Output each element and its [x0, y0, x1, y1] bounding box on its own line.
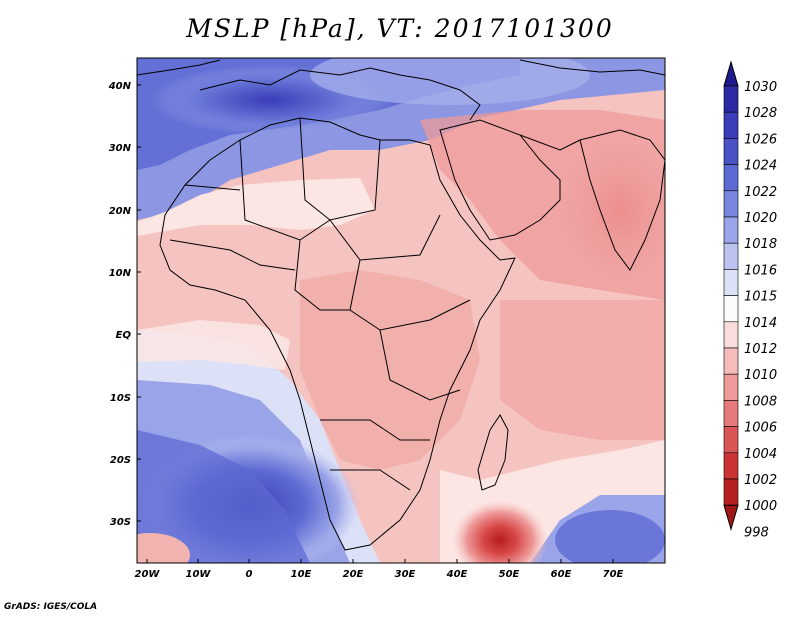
- colorbar-swatch: [723, 321, 739, 349]
- colorbar-label: 1006: [744, 421, 777, 436]
- colorbar-swatch: [723, 426, 739, 454]
- lat-label: 40N: [108, 81, 132, 92]
- colorbar-label: 998: [744, 525, 769, 540]
- colorbar-label: 1022: [744, 185, 777, 200]
- colorbar-label: 1004: [744, 447, 777, 462]
- lat-label: 10N: [109, 268, 132, 279]
- colorbar-bottom-arrow: [723, 504, 739, 531]
- colorbar-label: 1010: [744, 368, 777, 383]
- colorbar-swatch: [723, 452, 739, 480]
- colorbar: 1030 1028 1026 1024 1022 1020 1018 1016 1015 1014…: [723, 60, 777, 540]
- lon-label: 60E: [551, 569, 572, 580]
- colorbar-label: 1008: [744, 394, 777, 409]
- lat-label: 20S: [110, 455, 131, 466]
- lat-label: 10S: [110, 393, 131, 404]
- lon-label: 20W: [135, 569, 161, 580]
- map-frame: [136, 57, 666, 564]
- colorbar-label: 1000: [744, 499, 777, 514]
- colorbar-label: 1002: [744, 473, 777, 488]
- colorbar-label: 1026: [744, 132, 777, 147]
- colorbar-swatch: [723, 138, 739, 165]
- lat-label: 30N: [109, 143, 132, 154]
- colorbar-label: 1015: [744, 290, 777, 305]
- colorbar-swatch: [723, 164, 739, 192]
- colorbar-label: 1014: [744, 316, 777, 331]
- lon-label: 0: [246, 569, 253, 580]
- colorbar-swatch: [723, 242, 739, 270]
- colorbar-swatch: [723, 85, 739, 113]
- colorbar-swatch: [723, 373, 739, 401]
- grads-credit: GrADS: IGES/COLA: [4, 602, 98, 612]
- colorbar-swatch: [723, 216, 739, 244]
- map-title: MSLP [hPa], VT: 2017101300: [186, 14, 614, 43]
- colorbar-label: 1030: [744, 80, 777, 95]
- lon-label: 50E: [499, 569, 520, 580]
- colorbar-swatch: [723, 295, 739, 323]
- colorbar-label: 1012: [744, 342, 777, 357]
- colorbar-label: 1016: [744, 263, 777, 278]
- colorbar-swatch: [723, 400, 739, 427]
- colorbar-label: 1024: [744, 159, 777, 174]
- lat-label: EQ: [116, 330, 132, 341]
- colorbar-swatch: [723, 111, 739, 139]
- colorbar-label: 1028: [744, 106, 777, 121]
- lon-label: 70E: [603, 569, 624, 580]
- lat-label: 30S: [110, 517, 131, 528]
- colorbar-label: 1018: [744, 237, 777, 252]
- lon-label: 20E: [343, 569, 364, 580]
- lon-label: 40E: [446, 569, 468, 580]
- pressure-field: [137, 58, 665, 563]
- lon-label: 30E: [395, 569, 416, 580]
- colorbar-swatch: [723, 478, 739, 506]
- colorbar-swatch: [723, 347, 739, 375]
- colorbar-top-arrow: [723, 60, 739, 87]
- lat-label: 20N: [109, 206, 132, 217]
- coastlines: [137, 59, 665, 551]
- colorbar-swatch: [723, 190, 739, 218]
- lon-label: 10W: [186, 569, 212, 580]
- colorbar-label: 1020: [744, 211, 777, 226]
- colorbar-swatch: [723, 269, 739, 296]
- lon-label: 10E: [291, 569, 312, 580]
- lon-axis: 20W 10W 0 10E 20E 30E 40E 50E 60E 70E: [135, 559, 624, 580]
- lat-axis: 40N 30N 20N 10N EQ 10S 20S 30S: [108, 81, 141, 528]
